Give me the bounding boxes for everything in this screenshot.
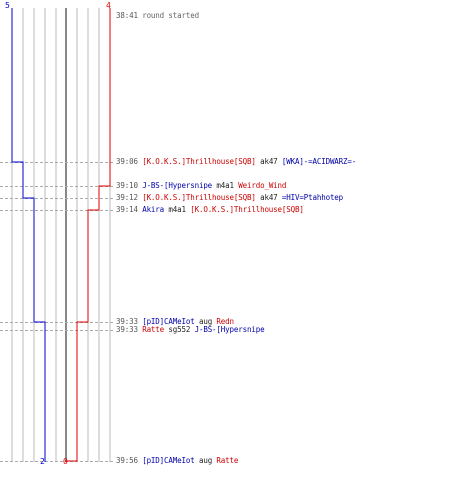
player-name: Ratte <box>142 325 165 334</box>
team-a-alive-line <box>11 8 46 462</box>
player-name: Weirdo_Wind <box>238 181 287 190</box>
event-time: 39:12 <box>116 193 143 202</box>
team-a-end-count: 2 <box>40 457 45 466</box>
weapon-name: ak47 <box>255 193 282 202</box>
event-time: 39:14 <box>116 205 143 214</box>
kill-entry: 39:12 [K.O.K.S.]Thrillhouse[SQB] ak47 =H… <box>116 193 343 202</box>
kill-entry: 39:33 Ratte sg552 J-BS-[Hypersnipe <box>116 325 265 334</box>
event-time: 39:33 <box>116 317 143 326</box>
kill-entry: 39:14 Akira m4a1 [K.O.K.S.]Thrillhouse[S… <box>116 205 304 214</box>
player-name: Akira <box>142 205 165 214</box>
player-name: [K.O.K.S.]Thrillhouse[SQB] <box>142 157 256 166</box>
player-name: J-BS-[Hypersnipe <box>142 181 213 190</box>
weapon-name: m4a1 <box>212 181 239 190</box>
weapon-name: aug <box>194 317 217 326</box>
event-time: 39:56 <box>116 456 143 465</box>
player-name: [WKA]-=ACIDWARZ=- <box>281 157 357 166</box>
event-time: 39:06 <box>116 157 143 166</box>
team-b-end-count: 0 <box>63 457 68 466</box>
player-name: Redn <box>216 317 234 326</box>
kill-entry: 39:33 [pID]CAMeIot aug Redn <box>116 317 234 326</box>
player-name: [K.O.K.S.]Thrillhouse[SQB] <box>142 193 256 202</box>
kill-entry: 39:06 [K.O.K.S.]Thrillhouse[SQB] ak47 [W… <box>116 157 356 166</box>
player-name: =HIV=Ptahhotep <box>281 193 344 202</box>
event-time: 39:33 <box>116 325 143 334</box>
kill-entry: 39:56 [pID]CAMeIot aug Ratte <box>116 456 238 465</box>
event-text: round started <box>142 11 199 20</box>
team-b-alive-line <box>65 8 111 462</box>
weapon-name: m4a1 <box>164 205 191 214</box>
round-start-entry: 38:41 round started <box>116 11 199 20</box>
event-time: 39:10 <box>116 181 143 190</box>
player-name: [K.O.K.S.]Thrillhouse[SQB] <box>190 205 304 214</box>
player-name: Ratte <box>216 456 239 465</box>
player-name: J-BS-[Hypersnipe <box>194 325 265 334</box>
weapon-name: aug <box>194 456 217 465</box>
event-time: 38:41 <box>116 11 143 20</box>
team-a-start-count: 5 <box>5 1 10 10</box>
weapon-name: ak47 <box>255 157 282 166</box>
weapon-name: sg552 <box>164 325 195 334</box>
team-b-start-count: 4 <box>106 1 111 10</box>
player-name: [pID]CAMeIot <box>142 317 195 326</box>
player-name: [pID]CAMeIot <box>142 456 195 465</box>
kill-entry: 39:10 J-BS-[Hypersnipe m4a1 Weirdo_Wind <box>116 181 286 190</box>
